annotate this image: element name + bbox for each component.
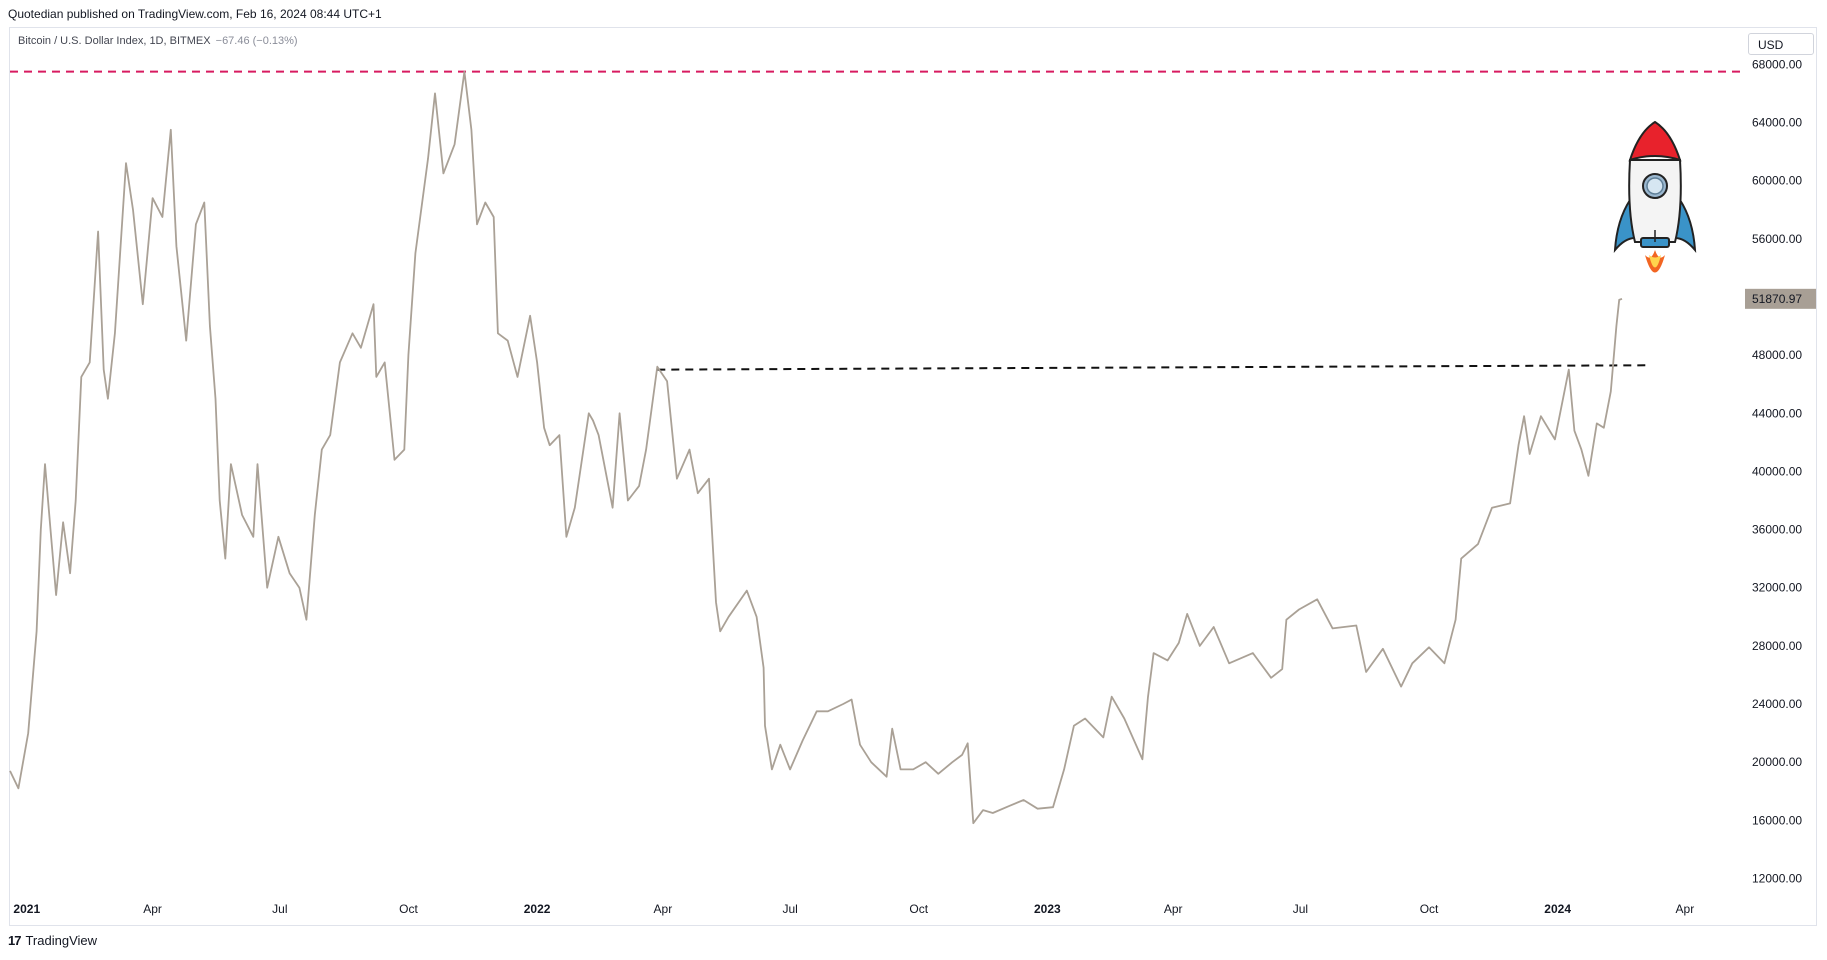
reference-lines: [10, 70, 1745, 371]
y-tick-label: 32000.00: [1752, 581, 1802, 595]
symbol-legend[interactable]: Bitcoin / U.S. Dollar Index, 1D, BITMEX …: [18, 35, 298, 47]
rocket-icon: [1613, 120, 1697, 273]
x-tick-label: Apr: [1676, 902, 1695, 916]
y-tick-label: 12000.00: [1752, 871, 1802, 885]
y-tick-label: 36000.00: [1752, 523, 1802, 537]
price-series: [9, 70, 1623, 825]
x-tick-label: 2024: [1544, 902, 1571, 916]
x-tick-label: Jul: [272, 902, 287, 916]
symbol-name: Bitcoin / U.S. Dollar Index, 1D, BITMEX: [18, 35, 211, 47]
x-tick-label: 2022: [524, 902, 551, 916]
y-tick-label: 40000.00: [1752, 464, 1802, 478]
y-tick-label: 28000.00: [1752, 639, 1802, 653]
y-tick-label: 68000.00: [1752, 57, 1802, 71]
y-tick-label: 20000.00: [1752, 755, 1802, 769]
x-tick-label: 2021: [13, 902, 40, 916]
y-tick-label: 60000.00: [1752, 174, 1802, 188]
y-tick-label: 56000.00: [1752, 232, 1802, 246]
y-tick-label: 48000.00: [1752, 348, 1802, 362]
price-axis[interactable]: 12000.00 16000.00 20000.00 24000.00 28000.00…: [1752, 57, 1802, 885]
x-tick-label: Oct: [909, 902, 928, 916]
price-line-0: [9, 70, 1623, 825]
last-price-label: 51870.97: [1745, 288, 1816, 309]
y-tick-label: 24000.00: [1752, 697, 1802, 711]
last-price-value: 51870.97: [1752, 292, 1802, 306]
y-tick-label: 44000.00: [1752, 406, 1802, 420]
x-tick-label: 2023: [1034, 902, 1061, 916]
price-change: −67.46 (−0.13%): [215, 35, 298, 47]
y-tick-label: 64000.00: [1752, 115, 1802, 129]
x-tick-label: Apr: [143, 902, 162, 916]
y-tick-label: 16000.00: [1752, 813, 1802, 827]
reference-line-1: [657, 364, 1648, 371]
x-tick-label: Oct: [1420, 902, 1439, 916]
x-tick-label: Jul: [1293, 902, 1308, 916]
x-tick-label: Apr: [654, 902, 673, 916]
x-tick-label: Apr: [1164, 902, 1183, 916]
last-price-badge: [1745, 288, 1816, 309]
published-info: Quotedian published on TradingView.com, …: [8, 7, 382, 21]
tradingview-logo-icon: 17: [8, 933, 22, 948]
time-axis[interactable]: 2021 Apr Jul Oct 2022 Apr Jul Oct 2023 Apr Jul Oct 2…: [13, 902, 1694, 916]
x-tick-label: Jul: [782, 902, 797, 916]
footer-branding[interactable]: 17 TradingView: [8, 933, 97, 948]
x-tick-label: Oct: [399, 902, 418, 916]
currency-button[interactable]: USD: [1748, 33, 1814, 55]
chart-frame: [9, 27, 1817, 926]
brand-name: TradingView: [25, 933, 98, 948]
